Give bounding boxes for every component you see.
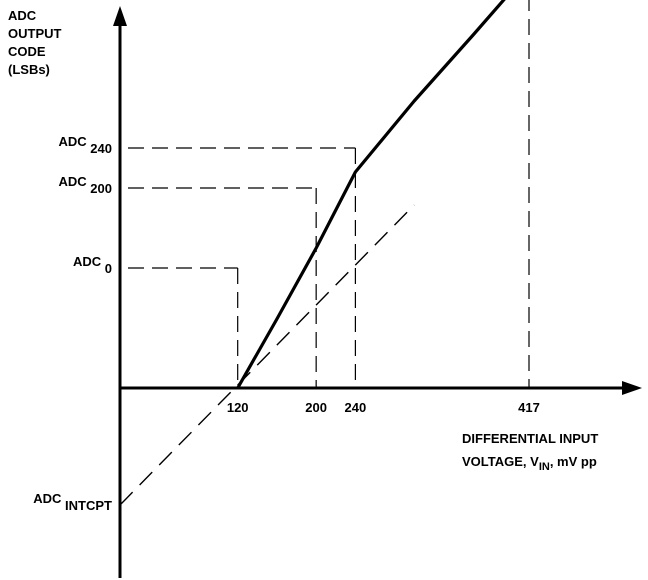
asymptote-line	[119, 204, 415, 506]
y-axis-title-line: OUTPUT	[8, 26, 62, 41]
y-value-label: ADC INTCPT	[33, 491, 112, 513]
y-axis-arrow	[113, 6, 127, 26]
y-axis-title-line: (LSBs)	[8, 62, 50, 77]
x-axis-title-line: DIFFERENTIAL INPUT	[462, 431, 598, 446]
x-tick-label: 240	[345, 400, 367, 415]
guide-lines	[128, 0, 530, 388]
x-axis-title-line: VOLTAGE, VIN, mV pp	[462, 454, 597, 473]
y-axis-title-line: CODE	[8, 44, 46, 59]
series-lines	[119, 0, 506, 506]
y-value-label: ADC 0	[73, 254, 112, 276]
x-tick-label: 417	[518, 400, 540, 415]
axes	[113, 6, 642, 578]
x-tick-label: 200	[305, 400, 327, 415]
y-value-label: ADC 240	[59, 134, 112, 156]
transfer-curve	[236, 0, 506, 389]
x-tick-label: 120	[227, 400, 249, 415]
y-axis-title-line: ADC	[8, 8, 37, 23]
y-value-label: ADC 200	[59, 174, 112, 196]
x-axis-arrow	[622, 381, 642, 395]
